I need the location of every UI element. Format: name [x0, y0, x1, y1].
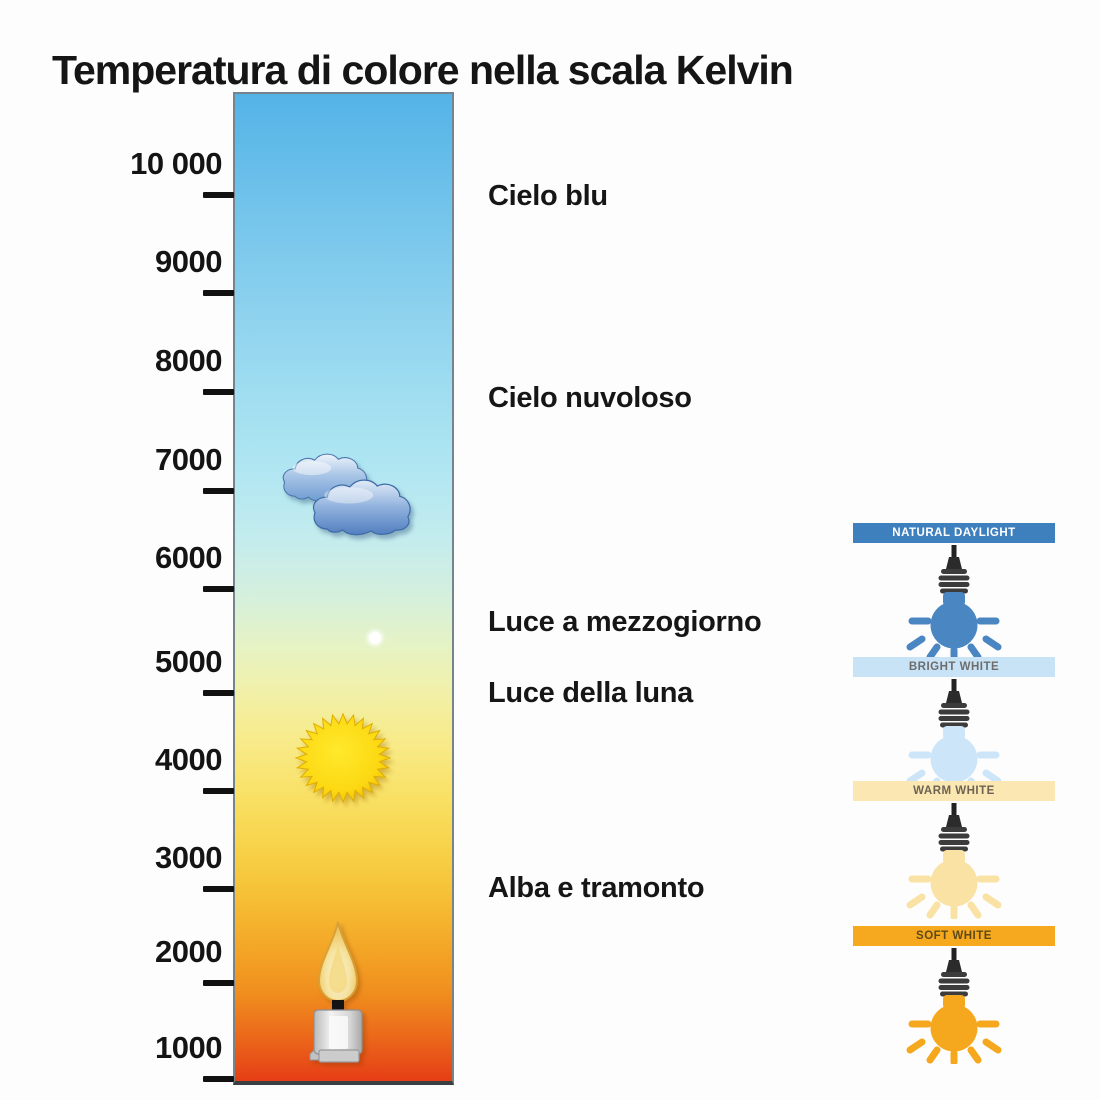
- bulb-rays: [906, 875, 1002, 919]
- bulb-socket: [938, 703, 970, 728]
- scale-annotation: Alba e tramonto: [488, 872, 705, 904]
- kelvin-tick-label: 4000: [155, 742, 222, 777]
- bulb-panel: BRIGHT WHITE: [853, 657, 1055, 795]
- bulb-panel-header: WARM WHITE: [853, 781, 1055, 801]
- kelvin-tick-label: 2000: [155, 934, 222, 969]
- kelvin-tick-label: 10 000: [130, 146, 222, 181]
- bulb-glass: [930, 601, 978, 649]
- kelvin-tick-label: 8000: [155, 343, 222, 378]
- candle-base: [318, 1049, 360, 1063]
- light-bulb-icon: [906, 803, 1002, 919]
- bulb-panel-header: BRIGHT WHITE: [853, 657, 1055, 677]
- scale-annotation: Luce a mezzogiorno: [488, 606, 762, 638]
- candle-icon: [302, 916, 374, 1071]
- scale-annotation: Luce della luna: [488, 677, 693, 709]
- bulb-socket: [938, 827, 970, 852]
- kelvin-tick-label: 3000: [155, 840, 222, 875]
- kelvin-tick-mark: [203, 788, 234, 794]
- kelvin-tick-label: 9000: [155, 244, 222, 279]
- scale-annotation: Cielo blu: [488, 180, 608, 212]
- bulb-glass: [930, 859, 978, 907]
- kelvin-tick-mark: [203, 290, 234, 296]
- kelvin-tick-mark: [203, 690, 234, 696]
- kelvin-tick-mark: [203, 389, 234, 395]
- bulb-panel: NATURAL DAYLIGHT: [853, 523, 1055, 661]
- candle-wick: [332, 1000, 344, 1012]
- kelvin-tick-mark: [203, 1076, 234, 1082]
- kelvin-tick-mark: [203, 586, 234, 592]
- kelvin-tick-label: 7000: [155, 442, 222, 477]
- kelvin-tick-mark: [203, 886, 234, 892]
- bulb-glass: [930, 735, 978, 783]
- bulb-socket: [938, 972, 970, 997]
- bulb-cord: [946, 691, 962, 703]
- bulb-cord: [946, 815, 962, 827]
- bulb-panel-header: SOFT WHITE: [853, 926, 1055, 946]
- kelvin-tick-mark: [203, 980, 234, 986]
- kelvin-tick-mark: [203, 192, 234, 198]
- light-bulb-icon: [906, 948, 1002, 1064]
- bulb-cord: [946, 557, 962, 569]
- bulb-rays: [906, 1020, 1002, 1064]
- light-bulb-icon: [906, 545, 1002, 661]
- light-bulb-icon: [906, 679, 1002, 795]
- bulb-panel: WARM WHITE: [853, 781, 1055, 919]
- cloud-icon: [278, 450, 418, 545]
- kelvin-tick-label: 6000: [155, 540, 222, 575]
- kelvin-tick-label: 5000: [155, 644, 222, 679]
- bulb-glass: [930, 1004, 978, 1052]
- bulb-panel: SOFT WHITE: [853, 926, 1055, 1064]
- kelvin-tick-label: 1000: [155, 1030, 222, 1065]
- cloud-front-puff: [312, 479, 411, 536]
- bulb-rays: [906, 617, 1002, 661]
- bulb-panel-header: NATURAL DAYLIGHT: [853, 523, 1055, 543]
- kelvin-gradient-bar: [233, 92, 454, 1085]
- page-title: Temperatura di colore nella scala Kelvin: [52, 47, 794, 94]
- sun-icon: [294, 711, 392, 810]
- midday-light-dot-icon: [369, 632, 381, 644]
- scale-annotation: Cielo nuvoloso: [488, 382, 692, 414]
- bulb-socket: [938, 569, 970, 594]
- kelvin-tick-mark: [203, 488, 234, 494]
- bulb-cord: [946, 960, 962, 972]
